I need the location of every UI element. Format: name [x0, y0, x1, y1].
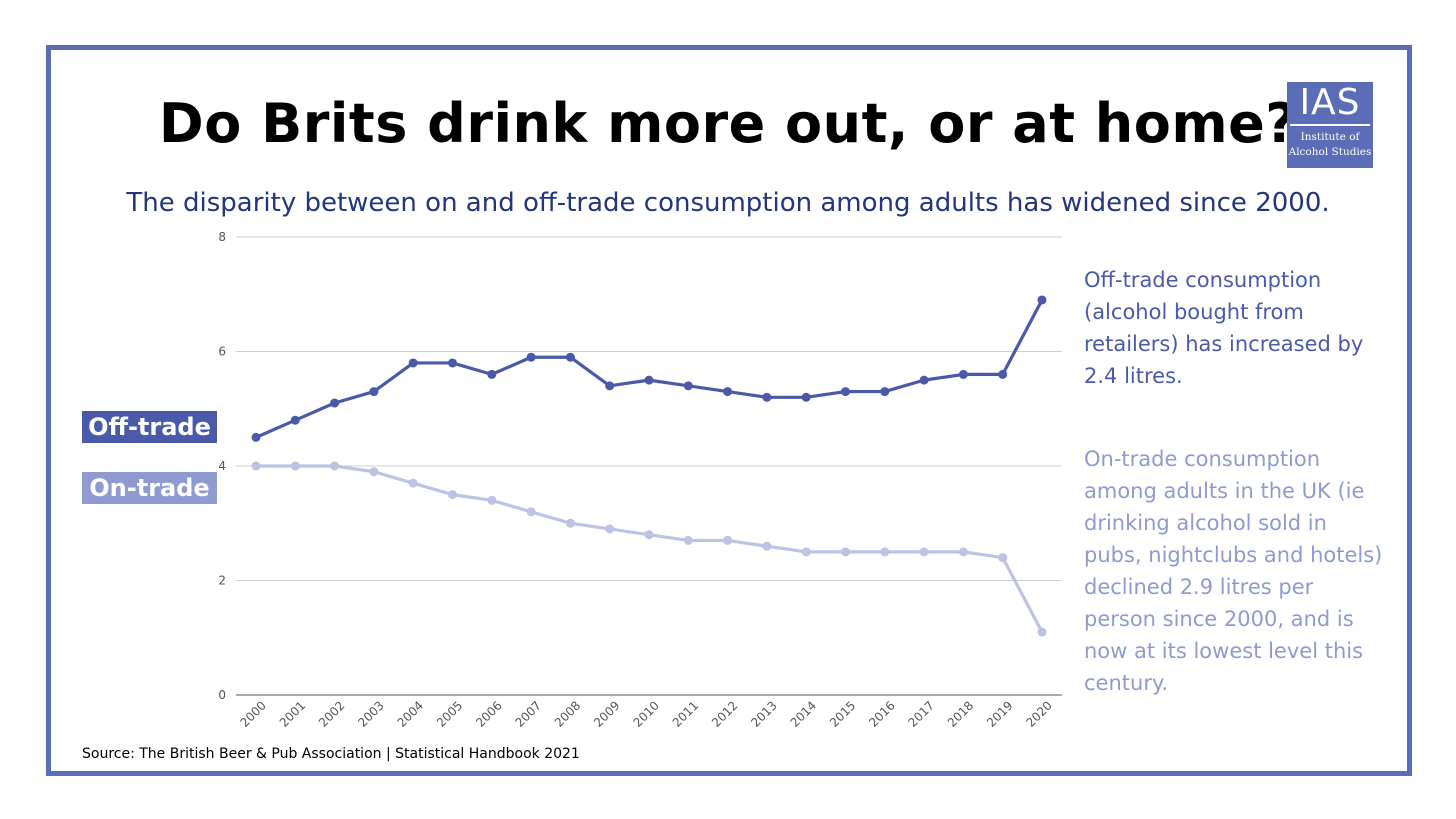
off-trade-point — [330, 398, 340, 408]
off-trade-point — [1037, 295, 1047, 305]
on-trade-point — [251, 461, 261, 471]
x-tick-label: 2012 — [709, 698, 740, 729]
x-tick-label: 2002 — [316, 698, 347, 729]
off-trade-point — [723, 387, 733, 397]
x-tick-label: 2003 — [355, 698, 386, 729]
off-trade-label: Off-trade — [82, 411, 217, 443]
on-trade-point — [644, 530, 654, 540]
off-trade-point — [683, 381, 693, 391]
on-trade-point — [1037, 627, 1047, 637]
x-tick-label: 2001 — [277, 698, 308, 729]
x-tick-label: 2020 — [1023, 698, 1054, 729]
off-trade-point — [487, 369, 497, 379]
x-tick-label: 2015 — [827, 698, 858, 729]
x-tick-label: 2010 — [630, 698, 661, 729]
off-trade-point — [408, 358, 418, 368]
on-trade-point — [762, 541, 772, 551]
chart-frame — [46, 45, 1412, 776]
x-tick-label: 2009 — [591, 698, 622, 729]
off-trade-note: Off-trade consumption (alcohol bought fr… — [1084, 268, 1364, 388]
off-trade-point — [880, 387, 890, 397]
off-trade-point — [448, 358, 457, 368]
on-trade-point — [526, 507, 536, 517]
logo-name-line2: Alcohol Studies — [1288, 146, 1372, 158]
off-trade-point — [565, 352, 575, 362]
off-trade-point — [762, 392, 772, 402]
on-trade-point — [369, 467, 379, 477]
off-trade-point — [369, 387, 379, 397]
x-tick-label: 2014 — [788, 698, 819, 729]
y-tick-label: 8 — [218, 230, 226, 244]
ias-logo: IAS Institute of Alcohol Studies — [1287, 82, 1373, 168]
x-tick-label: 2019 — [984, 698, 1015, 729]
on-trade-point — [998, 553, 1008, 563]
x-tick-label: 2013 — [748, 698, 779, 729]
page-subtitle: The disparity between on and off-trade c… — [126, 188, 1330, 218]
x-tick-label: 2008 — [552, 698, 583, 729]
on-trade-point — [565, 518, 575, 528]
on-trade-point — [958, 547, 968, 557]
off-trade-point — [526, 352, 536, 362]
off-trade-point — [801, 392, 811, 402]
page-title: Do Brits drink more out, or at home? — [158, 92, 1298, 155]
y-tick-label: 6 — [218, 345, 226, 359]
off-trade-point — [644, 375, 654, 385]
x-axis-ticks: 2000 2001 2002 2003 2004 2005 2006 2007 2008 2009… — [237, 698, 1054, 729]
on-trade-label: On-trade — [82, 472, 217, 504]
on-trade-point — [290, 461, 300, 471]
x-tick-label: 2007 — [513, 698, 544, 729]
logo-name: Institute of Alcohol Studies — [1287, 126, 1373, 160]
y-tick-label: 0 — [218, 688, 226, 702]
on-trade-point — [919, 547, 929, 557]
x-tick-label: 2018 — [945, 698, 976, 729]
x-tick-label: 2006 — [473, 698, 504, 729]
x-tick-label: 2016 — [866, 698, 897, 729]
on-trade-point — [605, 524, 615, 534]
off-trade-point — [958, 369, 968, 379]
on-trade-point — [330, 461, 340, 471]
y-tick-label: 4 — [218, 459, 226, 473]
off-trade-point — [998, 369, 1008, 379]
on-trade-note: On-trade consumption among adults in the… — [1084, 447, 1383, 695]
off-trade-point — [841, 387, 850, 397]
source-note: Source: The British Beer & Pub Associati… — [82, 746, 580, 762]
on-trade-point — [448, 490, 457, 500]
on-trade-point — [683, 535, 693, 545]
y-axis-ticks: 0 2 4 6 8 — [218, 230, 226, 702]
off-trade-line — [254, 298, 1044, 439]
series-lines — [251, 295, 1047, 637]
on-trade-point — [801, 547, 811, 557]
logo-name-line1: Institute of — [1300, 131, 1360, 143]
y-tick-label: 2 — [218, 574, 226, 588]
x-tick-label: 2017 — [906, 698, 937, 729]
on-trade-point — [880, 547, 890, 557]
off-trade-point — [290, 415, 300, 425]
on-trade-point — [487, 495, 497, 505]
x-tick-label: 2004 — [395, 698, 426, 729]
x-tick-label: 2011 — [670, 698, 701, 729]
x-tick-label: 2005 — [434, 698, 465, 729]
logo-mark: IAS — [1290, 82, 1370, 126]
on-trade-point — [408, 478, 418, 488]
off-trade-point — [605, 381, 615, 391]
on-trade-point — [723, 535, 733, 545]
off-trade-point — [251, 432, 261, 442]
on-trade-point — [841, 547, 850, 557]
off-trade-point — [919, 375, 929, 385]
grid-lines — [236, 236, 1062, 696]
x-tick-label: 2000 — [237, 698, 268, 729]
